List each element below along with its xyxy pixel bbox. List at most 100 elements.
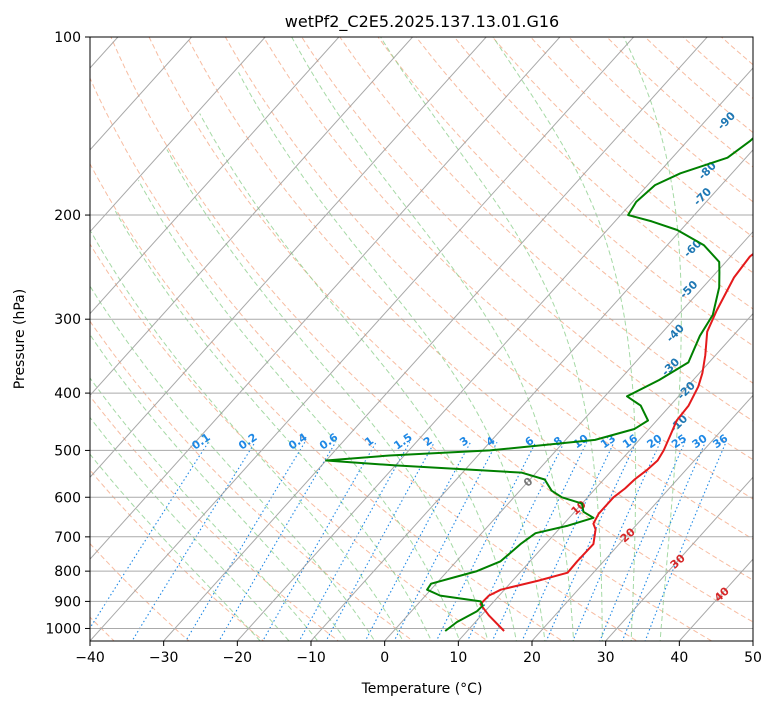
mixing-ratio-line [466, 442, 565, 641]
mixing-ratio-label: 0.2 [236, 431, 259, 453]
isotherm [457, 312, 753, 641]
x-tick-label: −20 [223, 650, 253, 666]
mixing-ratio-label: 20 [644, 432, 664, 452]
moist-adiabat [90, 453, 261, 641]
mixing-ratio-line [185, 442, 306, 641]
y-tick-label: 200 [54, 208, 81, 224]
y-tick-label: 300 [54, 312, 81, 328]
chart-title: wetPf2_C2E5.2025.137.13.01.G16 [285, 12, 559, 32]
dry-adiabat [90, 77, 638, 641]
dry-adiabat [453, 37, 753, 310]
temperature-line [479, 252, 753, 632]
mixing-ratio-label: 1.5 [391, 431, 414, 453]
adiabat-label: -90 [715, 109, 738, 132]
x-tick-label: 10 [449, 650, 467, 666]
dry-adiabat [90, 320, 414, 641]
dry-adiabat [186, 37, 753, 581]
dry-adiabat [339, 37, 753, 422]
mixing-ratio-line [621, 442, 706, 641]
mixing-ratio-line [90, 442, 209, 629]
line-labels: 0.1 0.2 0.4 0.6 1 1.5 2 3 4 6 8 10 13 16 20 25 30 3601020… [189, 56, 775, 604]
mixing-ratio-line [435, 442, 537, 641]
isotherm [162, 37, 708, 641]
adiabat-label: -40 [664, 321, 687, 344]
dry-adiabat [529, 37, 753, 238]
dry-adiabat [415, 37, 753, 347]
isotherm [604, 476, 753, 641]
dry-adiabat [224, 37, 753, 540]
mixing-ratio-label: 8 [551, 434, 565, 449]
mixing-ratio-label: 16 [620, 432, 640, 452]
moist-adiabat [623, 37, 682, 641]
mixing-ratio-label: 30 [690, 432, 710, 452]
y-tick-label: 900 [54, 594, 81, 610]
x-tick-label: −10 [296, 650, 326, 666]
y-tick-label: 100 [54, 30, 81, 46]
x-tick-label: 20 [523, 650, 541, 666]
isotherm [90, 37, 340, 315]
moist-adiabat [90, 377, 319, 641]
dry-adiabat [606, 37, 753, 168]
moist-adiabat [291, 37, 575, 641]
adiabat-label: -60 [681, 237, 704, 260]
y-tick-label: 600 [54, 490, 81, 506]
mixing-ratio-line [644, 442, 727, 641]
dry-adiabat [90, 469, 265, 641]
mixing-ratio-label: 1 [362, 434, 376, 449]
mixing-ratio-line [521, 442, 615, 641]
series [325, 136, 753, 632]
adiabat-label: -10 [667, 412, 690, 435]
dry-adiabat [377, 37, 753, 384]
x-axis-label: Temperature (°C) [361, 681, 483, 697]
x-tick-label: 30 [597, 650, 615, 666]
mixing-ratio-label: 3 [457, 434, 471, 449]
isotherm [0, 24, 56, 653]
moist-adiabat [137, 180, 461, 641]
y-tick-label: 800 [54, 564, 81, 580]
moist-adiabat [90, 231, 404, 641]
moist-adiabat [114, 210, 432, 641]
moist-adiabat [90, 285, 376, 641]
isotherm [90, 37, 561, 560]
y-axis-label: Pressure (hPa) [12, 289, 28, 389]
dry-adiabat [90, 395, 340, 641]
isotherm [90, 37, 414, 397]
y-tick-label: 400 [54, 386, 81, 402]
dewpoint-line [325, 136, 753, 632]
plot-frame [89, 36, 754, 642]
x-tick-label: −30 [149, 650, 179, 666]
moist-adiabat [492, 37, 637, 641]
adiabat-label: -100 [754, 56, 775, 85]
moist-adiabat [380, 37, 603, 641]
isotherm [310, 149, 753, 641]
moist-adiabat [166, 149, 489, 641]
y-axis: 100 200 300 400 500 600 700 800 900 1000 [45, 30, 90, 637]
grid [0, 24, 753, 653]
isotherm [752, 640, 753, 641]
dry-adiabat [148, 37, 753, 623]
mixing-ratio-line [131, 442, 256, 641]
mixing-ratio-label: 36 [710, 432, 730, 452]
y-tick-label: 500 [54, 443, 81, 459]
dry-adiabat [262, 37, 753, 500]
dry-adiabat [90, 542, 190, 641]
mixing-ratio-line [545, 442, 637, 641]
isotherm [90, 37, 266, 233]
x-tick-label: −40 [75, 650, 105, 666]
mixing-ratio-line [262, 442, 377, 641]
mixing-ratio-label: 25 [669, 432, 689, 451]
isotherm [90, 37, 487, 478]
x-axis: −40 −30 −20 −10 0 10 20 30 40 50 [75, 641, 762, 666]
mixing-ratio-line [218, 442, 337, 641]
mixing-ratio-label: 0.6 [317, 430, 341, 452]
dry-adiabat [747, 26, 775, 653]
isotherm [90, 37, 193, 151]
isotherm [531, 394, 753, 641]
y-tick-label: 1000 [45, 621, 81, 637]
dry-adiabat [301, 37, 753, 461]
dry-adiabat [90, 162, 564, 641]
x-tick-label: 0 [380, 650, 389, 666]
mixing-ratio-line [491, 442, 588, 641]
mixing-ratio-line [298, 442, 411, 641]
